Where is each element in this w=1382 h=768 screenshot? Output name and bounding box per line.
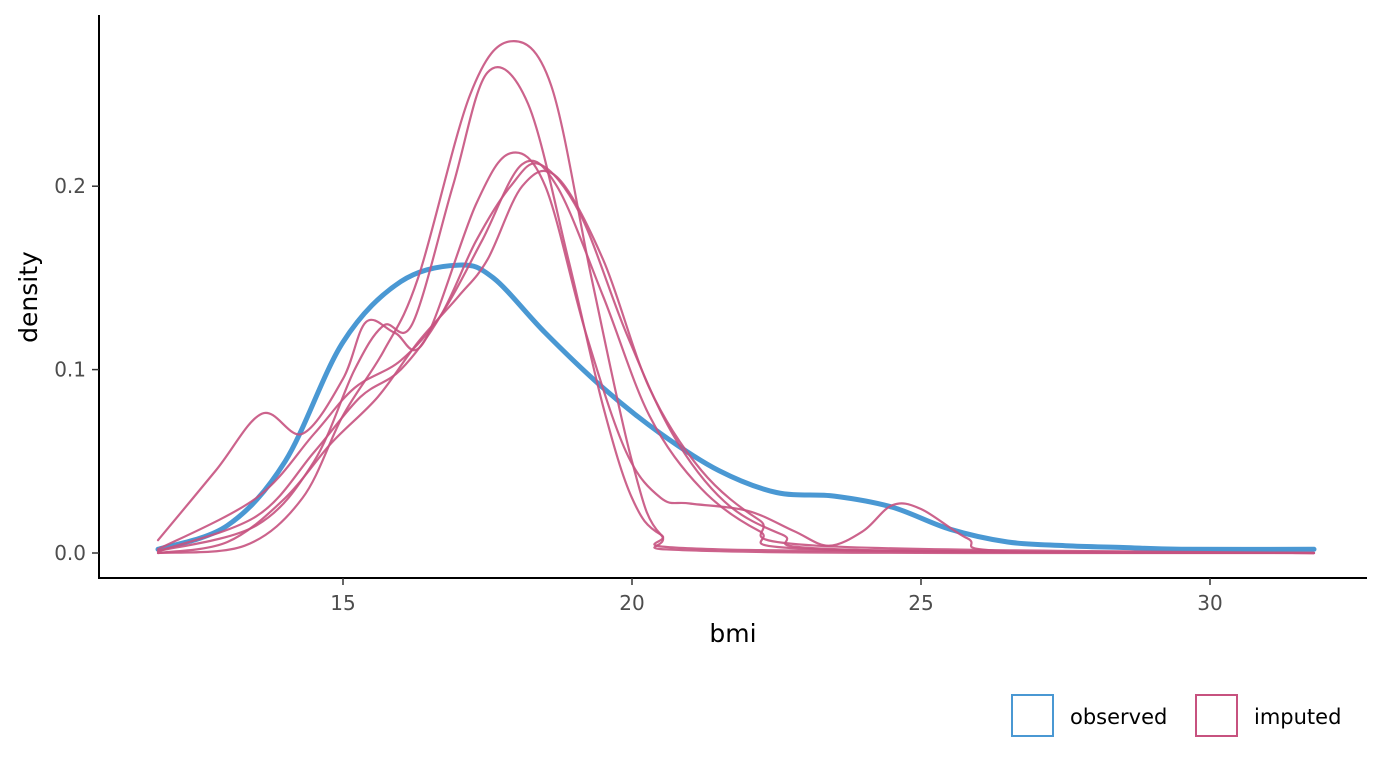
- imputed-density-line-6: [156, 169, 1316, 555]
- x-tick-label: 20: [619, 591, 644, 615]
- x-axis-title: bmi: [709, 619, 756, 648]
- y-tick-label: 0.1: [54, 358, 86, 382]
- legend-key-observed: [1011, 694, 1054, 737]
- y-axis-title: density: [14, 251, 43, 343]
- observed-density-line: [155, 262, 1317, 552]
- legend-label-imputed: imputed: [1254, 705, 1341, 729]
- axes-layer: [98, 15, 1367, 579]
- y-tick-label: 0.0: [54, 541, 86, 565]
- ticks-layer: 15 20 25 30 0.0 0.1 0.2: [54, 174, 1223, 615]
- series-layer: [155, 40, 1317, 555]
- x-tick-label: 15: [330, 591, 355, 615]
- imputed-density-line-1: [156, 151, 1316, 555]
- imputed-density-line-2: [156, 66, 1316, 555]
- imputed-density-line-4: [156, 159, 1316, 555]
- x-tick-label: 25: [908, 591, 933, 615]
- legend: observed imputed: [1011, 694, 1341, 737]
- legend-label-observed: observed: [1070, 705, 1167, 729]
- y-tick-label: 0.2: [54, 174, 86, 198]
- x-tick-label: 30: [1197, 591, 1222, 615]
- legend-key-imputed: [1195, 694, 1238, 737]
